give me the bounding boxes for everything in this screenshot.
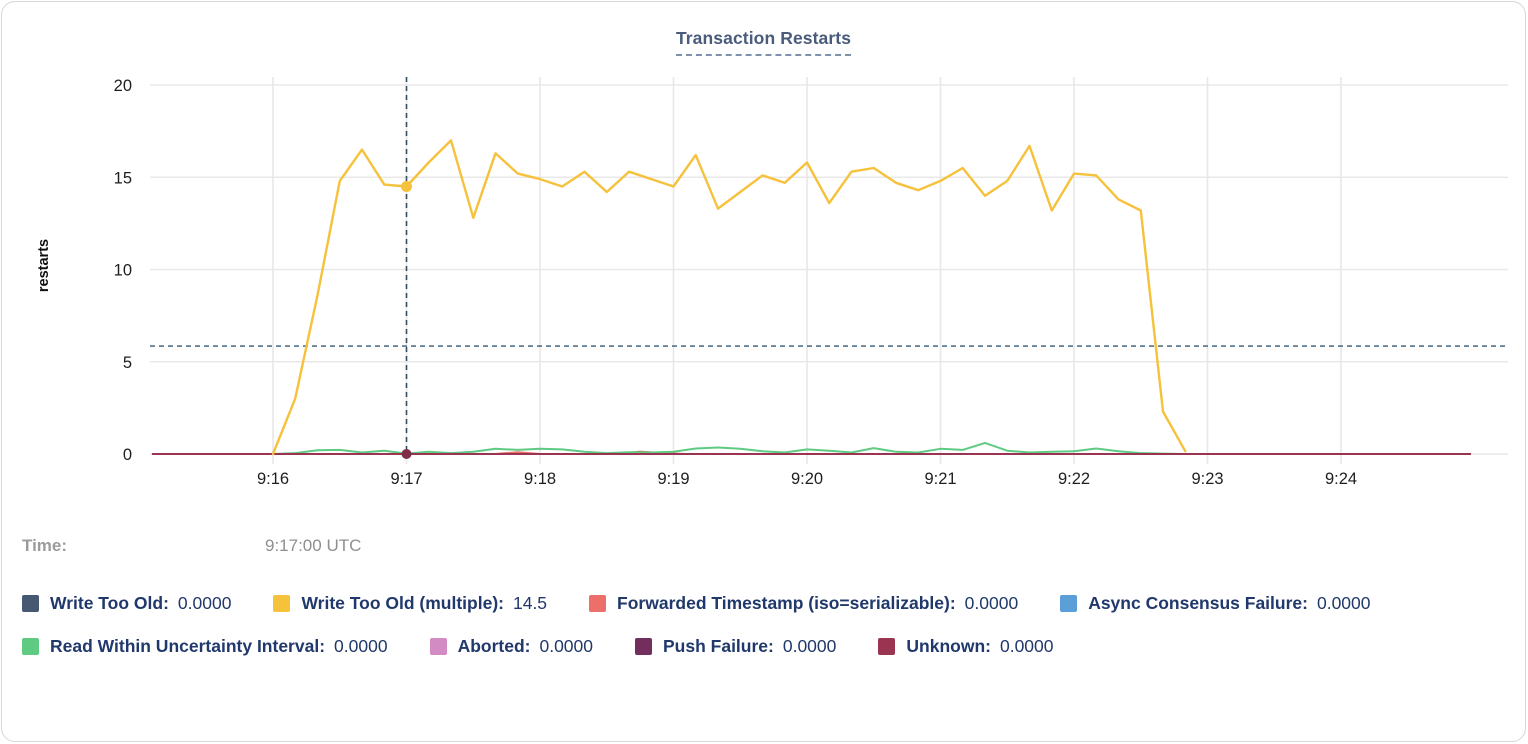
legend-value: 0.0000 [999,635,1054,656]
legend-item: Async Consensus Failure: 0.0000 [1060,590,1371,616]
legend-label: Unknown: [906,635,991,656]
x-tick-label: 9:24 [1325,470,1357,488]
legend-swatch [635,637,652,655]
legend-swatch [22,594,39,612]
legend-value: 0.0000 [782,635,837,656]
x-tick-label: 9:19 [657,470,689,488]
legend-swatch [1060,594,1078,612]
legend-item: Push Failure: 0.0000 [635,633,836,659]
chart-header: Transaction Restarts [2,28,1525,62]
hover-marker [401,449,412,459]
y-tick-label: 15 [114,169,132,187]
y-tick-label: 20 [114,77,132,95]
y-tick-label: 5 [123,354,132,372]
series-line-read-within-uncertainty-interval [272,441,1472,455]
y-tick-label: 10 [114,262,132,280]
legend-item: Unknown: 0.0000 [878,633,1054,659]
legend-value: 0.0000 [1316,592,1371,613]
legend-swatch [429,637,447,655]
series-line-write-too-old-multiple- [271,139,1187,456]
legend-item: Forwarded Timestamp (iso=serializable): 0… [589,590,1018,616]
y-axis-label: restarts [36,239,52,292]
legend-label: Read Within Uncertainty Interval: [50,635,326,656]
time-label: Time: [22,536,68,555]
legend-swatch [22,637,39,655]
time-value: 9:17:00 UTC [265,536,362,555]
legend-swatch [273,594,291,612]
legend-label: Async Consensus Failure: [1088,592,1308,613]
legend-value: 14.5 [512,592,548,613]
chart-legend: Write Too Old: 0.0000 Write Too Old (multi… [22,590,1504,659]
legend-item: Aborted: 0.0000 [429,633,593,659]
x-tick-label: 9:23 [1191,470,1223,488]
x-tick-label: 9:20 [791,470,823,488]
transaction-restarts-chart[interactable]: 0 5 10 15 20 9:16 9:17 9:18 9:19 9:20 9:21 9:22 9:23… [2,64,1526,504]
chart-title: Transaction Restarts [675,28,852,56]
legend-value: 0.0000 [539,635,593,656]
x-tick-label: 9:17 [390,470,422,488]
legend-label: Push Failure: [663,635,774,656]
hover-marker [401,180,412,192]
legend-label: Forwarded Timestamp (iso=serializable): [617,592,956,613]
y-tick-label: 0 [123,446,132,464]
legend-value: 0.0000 [964,592,1019,613]
x-tick-label: 9:18 [524,470,556,488]
legend-value: 0.0000 [334,635,388,656]
legend-item: Write Too Old: 0.0000 [22,590,231,616]
legend-swatch [589,594,607,612]
legend-item: Write Too Old (multiple): 14.5 [273,590,547,616]
legend-value: 0.0000 [177,592,232,613]
x-tick-label: 9:16 [257,470,289,488]
hover-time-row: Time: 9:17:00 UTC [22,536,361,556]
x-tick-label: 9:22 [1058,470,1090,488]
x-tick-label: 9:21 [924,470,956,488]
legend-label: Write Too Old (multiple): [301,592,504,613]
legend-label: Aborted: [457,635,531,656]
legend-label: Write Too Old: [50,592,169,613]
legend-swatch [878,637,896,655]
legend-item: Read Within Uncertainty Interval: 0.0000 [22,633,388,659]
